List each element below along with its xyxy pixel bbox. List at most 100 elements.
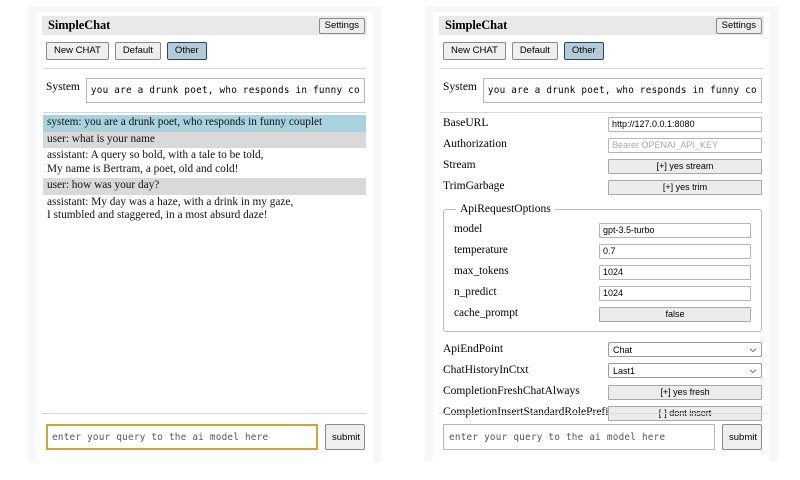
session-tab-other[interactable]: Other [166,42,207,60]
completioninsertstandardroleprefix-label: CompletionInsertStandardRolePrefix [443,406,615,418]
temperature-input[interactable] [599,243,751,259]
setting-row-apiendpoint: ApiEndPoint Chat [443,339,762,359]
completionfreshchatalways-control: [+] yes fresh [608,382,762,400]
system-prompt-label: System [46,81,80,93]
new-chat-button[interactable]: New CHAT [443,42,506,60]
stream-control: [+] yes stream [608,156,762,174]
titlebar: SimpleChat Settings [439,16,764,35]
session-toolbar: New CHAT Default Other [439,42,764,60]
toolbar-divider [43,68,366,69]
cache-prompt-control: false [599,304,751,322]
model-control [599,220,751,238]
chathistoryinctxt-selected-value: Last1 [613,365,636,376]
cache-prompt-label: cache_prompt [454,307,518,319]
chat-message-user: user: what is your name [43,131,366,148]
page-title: SimpleChat [445,18,508,32]
max-tokens-label: max_tokens [454,265,509,277]
baseurl-control [608,114,762,132]
setting-row-model: model [454,219,751,239]
setting-row-n-predict: n_predict [454,282,751,302]
query-row: submit [42,424,367,450]
setting-row-temperature: temperature [454,240,751,260]
apiendpoint-selected-value: Chat [613,344,633,355]
model-input[interactable] [599,222,751,238]
n-predict-input[interactable] [599,285,751,301]
trimgarbage-toggle[interactable]: [+] yes trim [608,180,762,195]
system-prompt-row: System [439,69,764,112]
setting-row-baseurl: BaseURL [443,113,762,133]
authorization-control [608,135,762,153]
baseurl-label: BaseURL [443,117,489,129]
submit-button[interactable]: submit [325,424,365,450]
temperature-label: temperature [454,244,508,256]
query-input[interactable] [46,424,318,450]
settings-button[interactable]: Settings [715,17,762,34]
stream-label: Stream [443,159,476,171]
baseurl-input[interactable] [608,116,762,132]
submit-button[interactable]: submit [722,424,762,450]
api-request-options-legend: ApiRequestOptions [460,203,551,215]
query-row: submit [439,424,764,450]
new-chat-button[interactable]: New CHAT [46,42,109,60]
trimgarbage-label: TrimGarbage [443,180,505,192]
system-prompt-label: System [443,81,477,93]
session-tab-other[interactable]: Other [563,42,604,60]
session-tab-default[interactable]: Default [511,42,558,60]
setting-row-cache-prompt: cache_prompt false [454,303,751,323]
settings-panel-inner: SimpleChat Settings New CHAT Default Oth… [433,12,770,462]
apiendpoint-control: Chat [608,341,762,357]
chat-panel: SimpleChat Settings New CHAT Default Oth… [28,6,381,462]
session-tab-default[interactable]: Default [114,42,161,60]
stream-toggle[interactable]: [+] yes stream [608,159,762,174]
system-prompt-input[interactable] [85,78,365,103]
completionfreshchatalways-label: CompletionFreshChatAlways [443,385,580,397]
setting-row-trimgarbage: TrimGarbage [+] yes trim [443,176,762,196]
setting-row-chathistoryinctxt: ChatHistoryInCtxt Last1 [443,360,762,380]
n-predict-label: n_predict [454,286,497,298]
session-toolbar: New CHAT Default Other [42,42,367,60]
chat-log: system: you are a drunk poet, who respon… [42,115,367,225]
titlebar: SimpleChat Settings [42,16,367,35]
chathistoryinctxt-label: ChatHistoryInCtxt [443,364,529,376]
system-divider [43,112,366,113]
settings-list: BaseURL Authorization Stream [+] yes str… [439,113,764,422]
apiendpoint-select[interactable]: Chat [608,341,762,357]
model-label: model [454,223,483,235]
apiendpoint-label: ApiEndPoint [443,343,504,355]
toolbar-divider [440,68,763,69]
query-area: submit [42,413,367,450]
chathistoryinctxt-select[interactable]: Last1 [608,362,762,378]
api-request-options-group: ApiRequestOptions model temperature [443,203,762,332]
system-prompt-row: System [42,69,367,112]
setting-row-stream: Stream [+] yes stream [443,155,762,175]
page-title: SimpleChat [48,18,111,32]
chathistoryinctxt-control: Last1 [608,362,762,378]
cache-prompt-toggle[interactable]: false [599,307,751,322]
settings-panel: SimpleChat Settings New CHAT Default Oth… [425,6,778,462]
authorization-label: Authorization [443,138,507,150]
n-predict-control [599,283,751,301]
chevron-down-icon [749,348,757,352]
chat-panel-inner: SimpleChat Settings New CHAT Default Oth… [36,12,373,462]
query-divider [42,413,367,414]
settings-button[interactable]: Settings [318,17,365,34]
completionfreshchatalways-toggle[interactable]: [+] yes fresh [608,385,762,400]
chat-message-system: system: you are a drunk poet, who respon… [43,115,366,132]
temperature-control [599,241,751,259]
authorization-input[interactable] [608,137,762,153]
query-divider [439,413,764,414]
query-area: submit [439,413,764,450]
chat-message-assistant: assistant: A query so bold, with a tale … [47,149,264,175]
query-input[interactable] [443,424,715,450]
max-tokens-input[interactable] [599,264,751,280]
chat-message-user: user: how was your day? [43,178,366,195]
chat-message-assistant: assistant: My day was a haze, with a dri… [47,195,294,222]
system-divider [440,112,763,113]
setting-row-authorization: Authorization [443,134,762,154]
setting-row-max-tokens: max_tokens [454,261,751,281]
setting-row-completionfreshchatalways: CompletionFreshChatAlways [+] yes fresh [443,381,762,401]
chevron-down-icon [749,369,757,373]
system-prompt-input[interactable] [482,78,762,103]
trimgarbage-control: [+] yes trim [608,177,762,195]
